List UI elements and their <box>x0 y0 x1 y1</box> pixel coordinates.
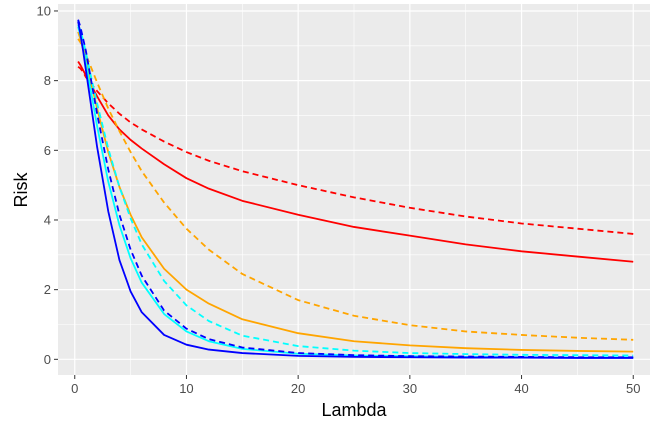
x-tick-label: 40 <box>514 381 528 396</box>
y-axis-title: Risk <box>11 172 31 208</box>
x-tick-label: 20 <box>291 381 305 396</box>
x-tick-label: 50 <box>626 381 640 396</box>
y-tick-label: 0 <box>44 352 51 367</box>
series-line-3 <box>77 31 634 353</box>
y-tick-label: 2 <box>44 282 51 297</box>
x-tick-labels: 0 10 20 30 40 50 <box>71 381 640 396</box>
series-line-8 <box>77 19 634 359</box>
x-tick-label: 10 <box>179 381 193 396</box>
axis-ticks <box>54 10 634 379</box>
series-line-2 <box>77 65 634 235</box>
y-tick-label: 6 <box>44 143 51 158</box>
series-line-7 <box>77 21 634 359</box>
x-axis-title: Lambda <box>321 400 387 420</box>
y-tick-label: 10 <box>37 3 51 18</box>
y-tick-label: 4 <box>44 212 51 227</box>
major-gridlines <box>58 4 650 375</box>
y-tick-label: 8 <box>44 73 51 88</box>
series-lines <box>77 19 634 359</box>
x-tick-label: 30 <box>403 381 417 396</box>
x-tick-label: 0 <box>71 381 78 396</box>
y-tick-labels: 0 2 4 6 8 10 <box>37 3 51 366</box>
series-line-6 <box>77 24 634 357</box>
